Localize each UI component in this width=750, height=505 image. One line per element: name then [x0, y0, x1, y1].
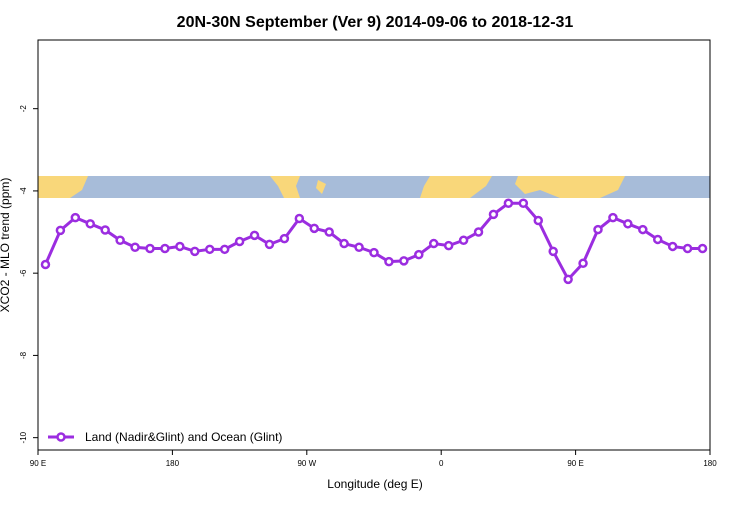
data-point — [339, 238, 349, 249]
data-point — [578, 258, 588, 269]
data-point — [354, 242, 364, 253]
data-point — [473, 227, 484, 237]
data-point — [533, 215, 544, 226]
data-point — [399, 256, 409, 266]
data-point — [623, 219, 633, 229]
data-point — [697, 243, 708, 254]
data-point — [160, 243, 170, 254]
data-point — [175, 241, 185, 252]
data-point — [458, 235, 469, 246]
data-point — [384, 256, 394, 267]
x-axis-label: Longitude (deg E) — [327, 477, 422, 491]
data-point — [309, 223, 320, 234]
x-tick-label: 90 E — [567, 459, 583, 468]
data-point — [190, 246, 200, 257]
data-point — [638, 224, 648, 235]
data-point — [40, 259, 51, 270]
y-tick-label: -4 — [19, 187, 28, 195]
data-point — [55, 225, 66, 236]
plot-frame — [37, 39, 711, 451]
data-point — [652, 234, 663, 245]
y-tick-label: -2 — [19, 105, 28, 113]
y-tick-label: -8 — [19, 351, 28, 359]
data-point — [70, 212, 81, 223]
data-point — [548, 246, 558, 257]
data-point — [518, 198, 529, 209]
x-tick-label: 90 E — [30, 459, 46, 468]
data-point — [443, 240, 454, 251]
data-point — [563, 274, 573, 285]
data-point — [324, 227, 334, 237]
y-tick-label: -6 — [19, 269, 28, 277]
data-point — [204, 244, 215, 255]
data-point — [503, 198, 514, 209]
data-point — [234, 236, 245, 247]
data-point — [682, 243, 693, 254]
x-tick-label: 0 — [439, 459, 444, 468]
data-point — [414, 249, 424, 260]
data-point — [608, 212, 618, 223]
y-axis-label: XCO2 - MLO trend (ppm) — [0, 178, 12, 313]
x-tick-label: 180 — [166, 459, 180, 468]
x-tick-label: 90 W — [297, 459, 316, 468]
x-tick-label: 180 — [703, 459, 717, 468]
data-point — [667, 241, 678, 252]
data-point — [249, 230, 260, 241]
data-point — [488, 209, 499, 220]
data-point — [428, 238, 439, 249]
y-tick-label: -10 — [19, 431, 28, 443]
legend-marker — [56, 432, 66, 442]
data-point — [100, 225, 110, 235]
chart-title: 20N-30N September (Ver 9) 2014-09-06 to … — [177, 14, 574, 31]
legend-label: Land (Nadir&Glint) and Ocean (Glint) — [85, 430, 282, 444]
data-point — [294, 213, 305, 224]
map-band — [38, 176, 710, 198]
data-point — [145, 243, 155, 254]
data-point — [264, 239, 275, 250]
data-point — [115, 235, 125, 246]
data-point — [219, 244, 230, 255]
data-point — [593, 224, 603, 235]
data-point — [369, 247, 379, 258]
data-point — [279, 233, 290, 244]
data-point — [85, 219, 96, 229]
data-point — [130, 242, 140, 253]
